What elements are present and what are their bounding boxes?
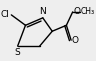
Text: N: N xyxy=(39,7,46,16)
Text: O: O xyxy=(73,7,80,16)
Text: S: S xyxy=(15,48,21,57)
Text: Cl: Cl xyxy=(1,10,10,19)
Text: CH₃: CH₃ xyxy=(81,7,95,16)
Text: O: O xyxy=(72,36,79,45)
